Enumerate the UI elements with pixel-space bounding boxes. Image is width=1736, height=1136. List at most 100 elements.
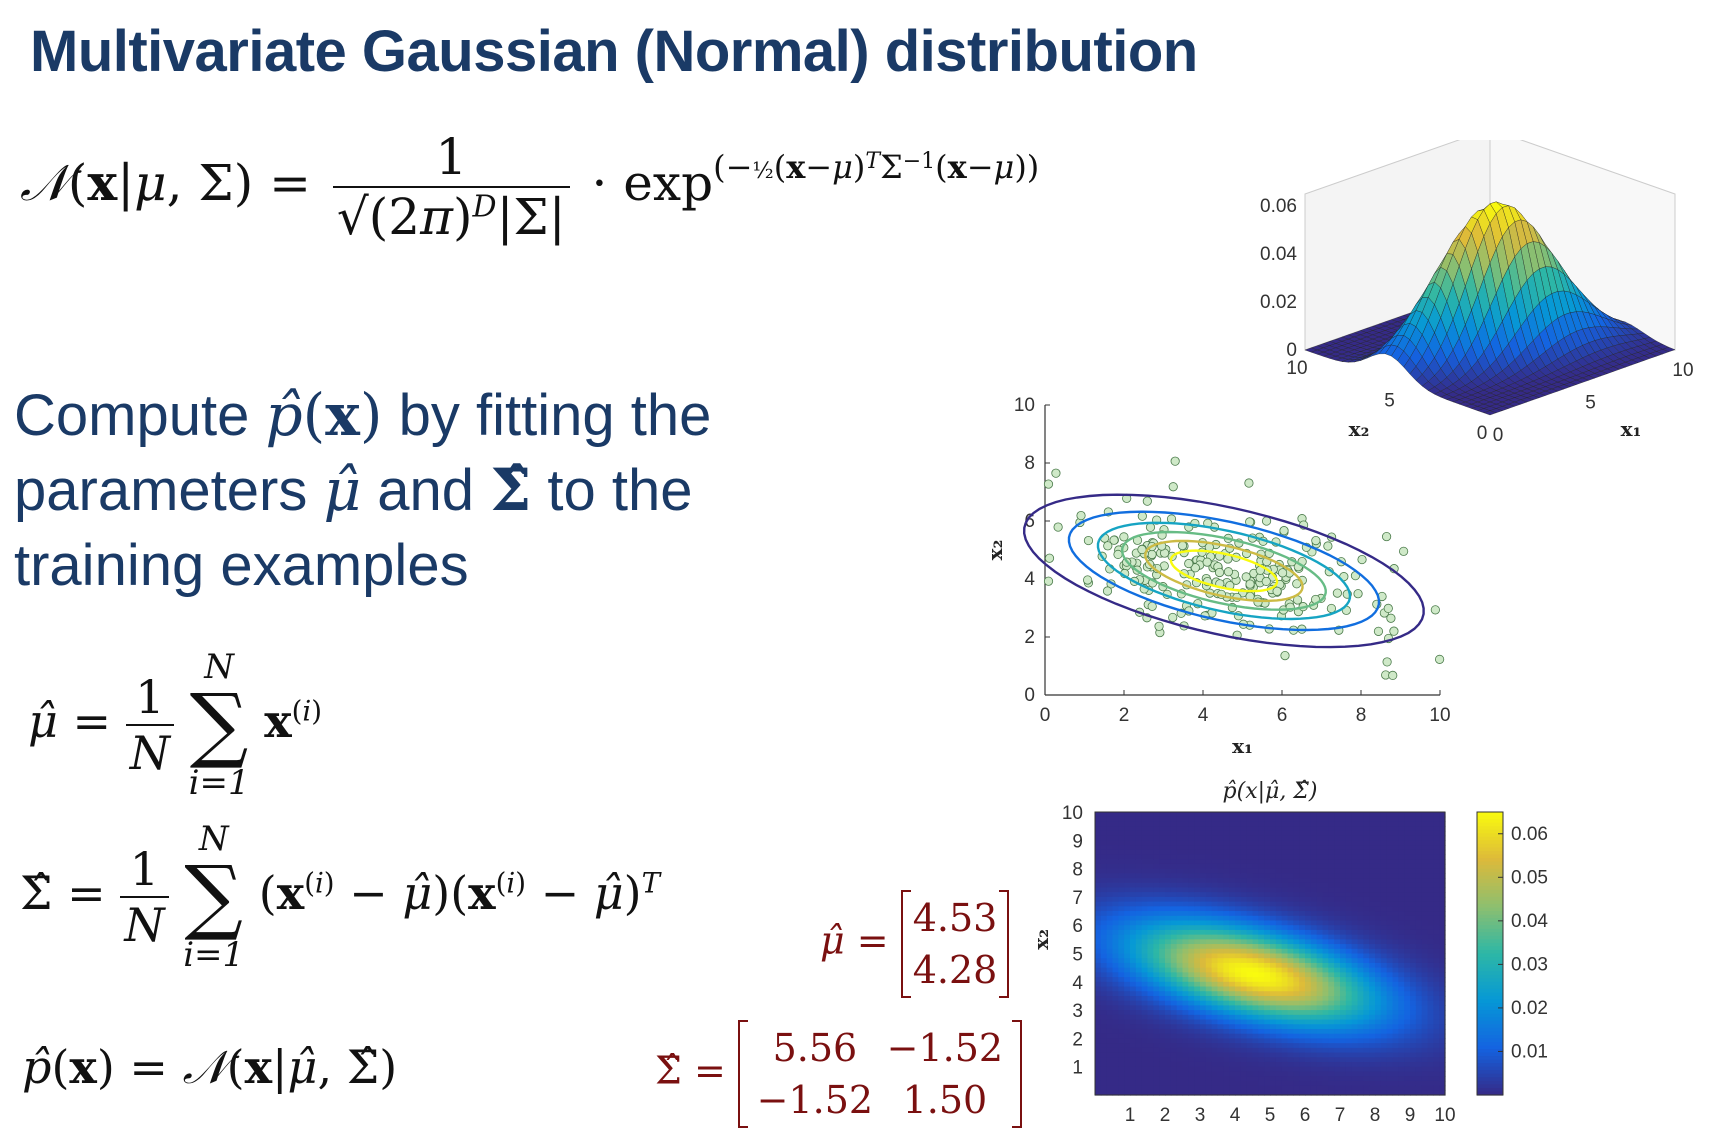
heatmap-cell [1176,892,1184,898]
heatmap-cell [1340,1085,1347,1091]
heatmap-cell [1258,1085,1265,1091]
heatmap-cell [1316,863,1324,870]
heatmap-cell [1334,967,1341,973]
heatmap-cell [1217,1061,1224,1068]
heatmap-cell [1130,1085,1137,1091]
heatmap-cell [1200,1028,1207,1035]
heatmap-cell [1328,944,1335,950]
heatmap-cell [1415,995,1423,1002]
heatmap-cell [1176,995,1184,1002]
heatmap-cell [1095,873,1102,879]
heatmap-cell [1153,830,1160,837]
heatmap-cell [1235,1024,1242,1030]
heatmap-cell [1334,826,1341,832]
heatmap-cell [1258,1033,1265,1039]
heatmap-cell [1246,977,1254,983]
contour-line [1067,510,1381,632]
heatmap-cell [1328,1076,1335,1082]
heatmap-cell [1340,1052,1347,1058]
heatmap-cell [1410,920,1417,926]
heatmap-cell [1351,1090,1359,1096]
heatmap-cell [1439,1019,1446,1025]
heatmap-cell [1229,854,1236,860]
heatmap-cell [1153,1010,1160,1016]
heatmap-cell [1439,925,1446,931]
heatmap-cell [1205,977,1213,983]
heatmap-cell [1118,1085,1125,1091]
heatmap-cell [1328,962,1335,969]
heatmap-cell [1205,901,1213,907]
heatmap-cell [1130,948,1137,955]
heatmap-cell [1176,1061,1184,1068]
heatmap-cell [1194,944,1201,950]
heatmap-cell [1112,1080,1119,1087]
x-tick-label: 10 [1429,705,1450,726]
heatmap-cell [1118,906,1125,912]
heatmap-cell [1118,1005,1125,1011]
heatmap-cell [1421,816,1429,823]
heatmap-cell [1363,840,1370,846]
heatmap-cell [1421,967,1429,973]
heatmap-cell [1421,896,1429,903]
heatmap-cell [1124,901,1131,907]
heatmap-cell [1165,878,1172,884]
heatmap-cell [1433,1071,1440,1077]
heatmap-cell [1240,1000,1248,1006]
heatmap-cell [1404,929,1411,936]
heatmap-cell [1112,958,1119,964]
heatmap-cell [1205,1047,1213,1054]
heatmap-cell [1217,896,1224,903]
heatmap-cell [1165,967,1172,973]
colorbar-cell [1477,889,1503,894]
heatmap-cell [1106,854,1114,860]
heatmap-cell [1118,944,1125,950]
heatmap-cell [1165,901,1172,907]
data-point [1202,557,1212,567]
heatmap-cell [1398,920,1405,926]
heatmap-cell [1217,925,1224,931]
heatmap-cell [1100,929,1108,936]
heatmap-cell [1235,1085,1242,1091]
heatmap-cell [1357,882,1364,889]
heatmap-cell [1310,1000,1318,1006]
heatmap-cell [1328,821,1335,827]
heatmap-cell [1100,991,1108,997]
colorbar-cell [1477,925,1503,930]
heatmap-cell [1357,1061,1364,1068]
heatmap-cell [1334,953,1341,959]
heatmap-cell [1124,953,1131,959]
heatmap-cell [1392,972,1399,978]
heatmap-cell [1415,840,1423,846]
heatmap-cell [1118,991,1125,997]
heatmap-cell [1275,1000,1283,1006]
heatmap-cell [1287,1019,1294,1025]
heatmap-cell [1305,840,1312,846]
heatmap-cell [1188,821,1195,827]
heatmap-cell [1345,863,1353,870]
heatmap-cell [1176,1047,1184,1054]
heatmap-cell [1211,882,1219,889]
heatmap-cell [1240,849,1248,856]
heatmap-cell [1392,977,1399,983]
heatmap-cell [1427,896,1434,903]
heatmap-cell [1369,1028,1376,1035]
colorbar-cell [1477,999,1503,1004]
heatmap-cell [1281,1057,1289,1063]
heatmap-cell [1223,962,1230,969]
heatmap-cell [1229,849,1236,856]
colorbar-cell [1477,879,1503,884]
heatmap-cell [1194,840,1201,846]
heatmap-cell [1427,1066,1434,1073]
heatmap-cell [1200,1085,1207,1091]
heatmap-cell [1305,1033,1312,1039]
heatmap-cell [1147,859,1154,865]
heatmap-cell [1200,977,1207,983]
heatmap-cell [1270,925,1277,931]
heatmap-cell [1159,906,1166,912]
heatmap-cell [1439,849,1446,856]
heatmap-cell [1299,812,1306,818]
heatmap-cell [1415,849,1423,856]
heatmap-cell [1375,1071,1382,1077]
heatmap-cell [1404,1061,1411,1068]
heatmap-cell [1118,1080,1125,1087]
